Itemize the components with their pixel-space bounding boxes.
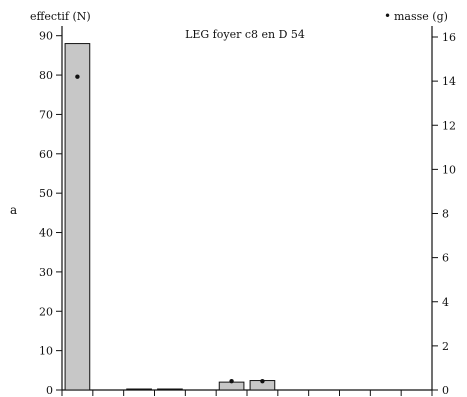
right-tick-label: 0 (442, 384, 449, 397)
right-tick-label: 10 (442, 163, 456, 176)
right-tick-label: 16 (442, 31, 456, 44)
bars (64, 43, 276, 391)
left-tick-label: 30 (39, 266, 53, 279)
left-tick-label: 10 (39, 345, 53, 358)
left-axis-label: effectif (N) (30, 10, 91, 23)
left-tick-label: 40 (39, 227, 53, 240)
right-axis-marker: • (384, 9, 391, 23)
right-tick-label: 8 (442, 208, 449, 221)
left-tick-label: 80 (39, 69, 53, 82)
panel-label: a (10, 203, 17, 217)
mass-point (260, 378, 265, 384)
mass-point (75, 74, 80, 79)
bar (64, 43, 91, 391)
left-tick-label: 20 (39, 305, 53, 318)
left-tick-label: 70 (39, 108, 53, 121)
left-tick-label: 0 (46, 384, 53, 397)
points (75, 74, 265, 384)
right-tick-label: 2 (442, 340, 449, 353)
left-ticks: 0 10 20 30 40 50 60 70 80 90 (39, 30, 62, 397)
mass-point (229, 378, 234, 384)
right-tick-label: 14 (442, 75, 456, 88)
right-ticks: 0 2 4 6 8 10 12 14 16 (432, 31, 456, 397)
right-tick-label: 6 (442, 252, 449, 265)
left-tick-label: 60 (39, 148, 53, 161)
x-ticks (61, 390, 433, 396)
right-tick-label: 4 (442, 296, 449, 309)
left-tick-label: 90 (39, 30, 53, 43)
bar (157, 388, 183, 391)
bar (126, 388, 152, 391)
right-axis-label: masse (g) (394, 10, 448, 23)
chart-title: LEG foyer c8 en D 54 (185, 28, 305, 41)
right-tick-label: 12 (442, 119, 456, 132)
left-tick-label: 50 (39, 187, 53, 200)
